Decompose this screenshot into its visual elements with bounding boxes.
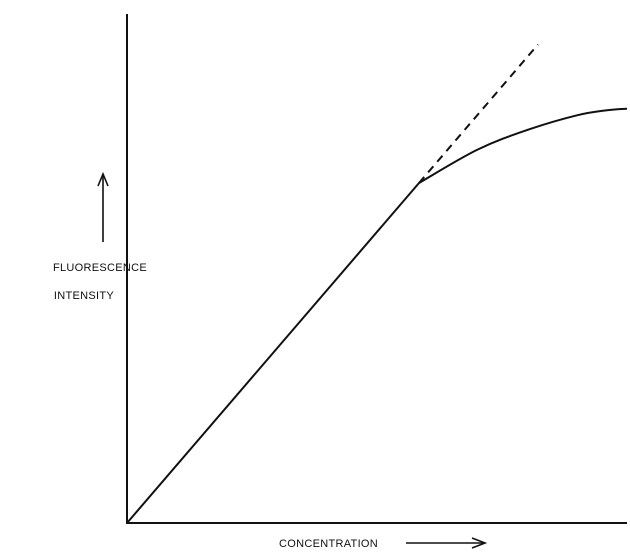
x-label-arrow bbox=[406, 537, 488, 549]
y-axis-label-line1: FLUORESCENCE bbox=[53, 262, 147, 274]
x-axis-label: CONCENTRATION bbox=[279, 538, 378, 550]
y-axis-label-line2: INTENSITY bbox=[54, 290, 115, 302]
series-solid-line bbox=[126, 107, 628, 524]
y-label-arrow bbox=[97, 171, 109, 242]
series-dashed-line bbox=[418, 43, 539, 184]
